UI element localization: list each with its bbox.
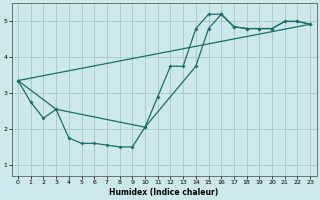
X-axis label: Humidex (Indice chaleur): Humidex (Indice chaleur) (109, 188, 219, 197)
